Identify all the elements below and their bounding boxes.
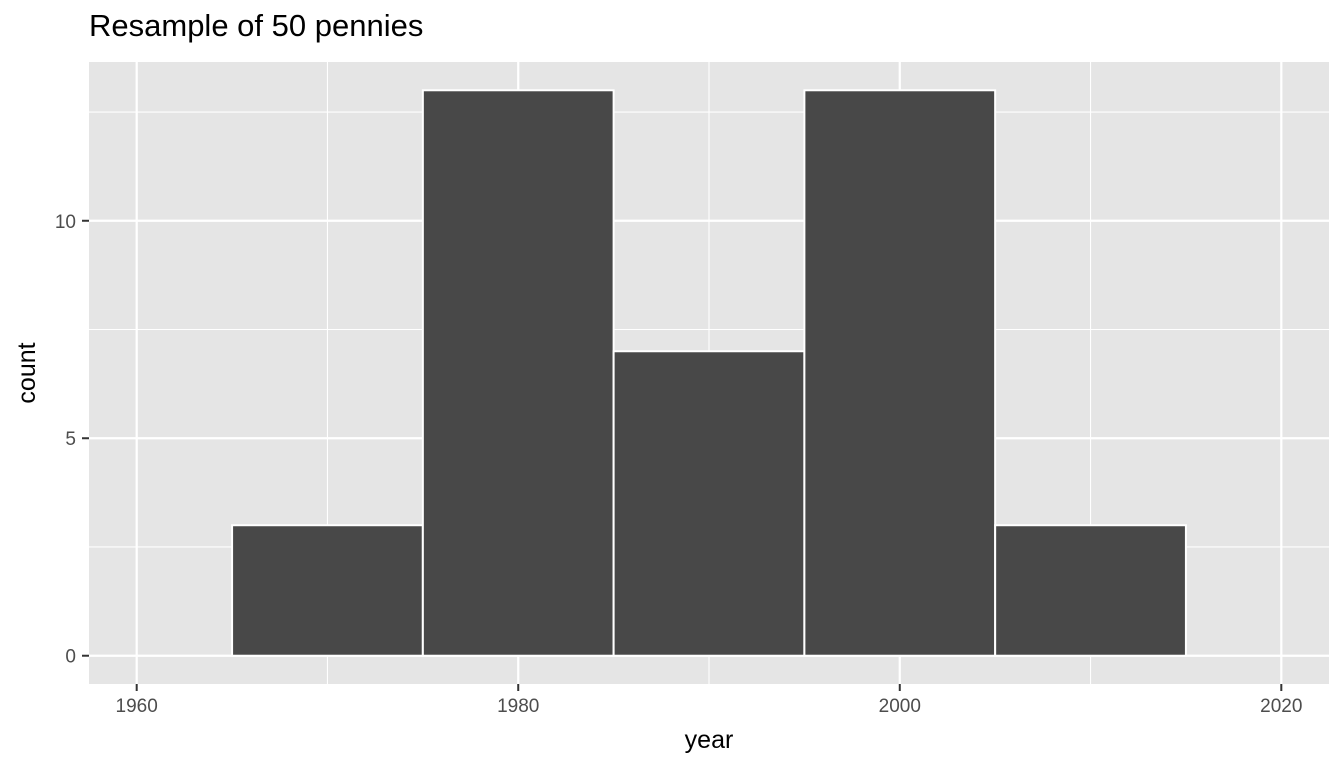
- x-tick-label: 2020: [1260, 696, 1302, 717]
- histogram-bar: [994, 524, 1187, 657]
- y-tick-label: 5: [65, 429, 76, 450]
- x-axis: 1960 1980 2000 2020: [116, 684, 1302, 717]
- y-axis-title: count: [13, 342, 41, 403]
- chart-title: Resample of 50 pennies: [89, 8, 424, 43]
- y-tick-label: 10: [55, 212, 76, 233]
- histogram-bar: [421, 89, 615, 657]
- histogram-bar: [803, 89, 997, 657]
- y-axis: 0 5 10: [55, 212, 89, 668]
- x-tick-label: 1960: [116, 696, 158, 717]
- histogram-bar: [612, 350, 806, 657]
- y-tick-label: 0: [65, 647, 76, 668]
- histogram-bar: [231, 524, 424, 657]
- x-axis-title: year: [685, 726, 734, 754]
- x-tick-label: 2000: [879, 696, 921, 717]
- histogram-bars: [231, 89, 1187, 657]
- x-tick-label: 1980: [497, 696, 539, 717]
